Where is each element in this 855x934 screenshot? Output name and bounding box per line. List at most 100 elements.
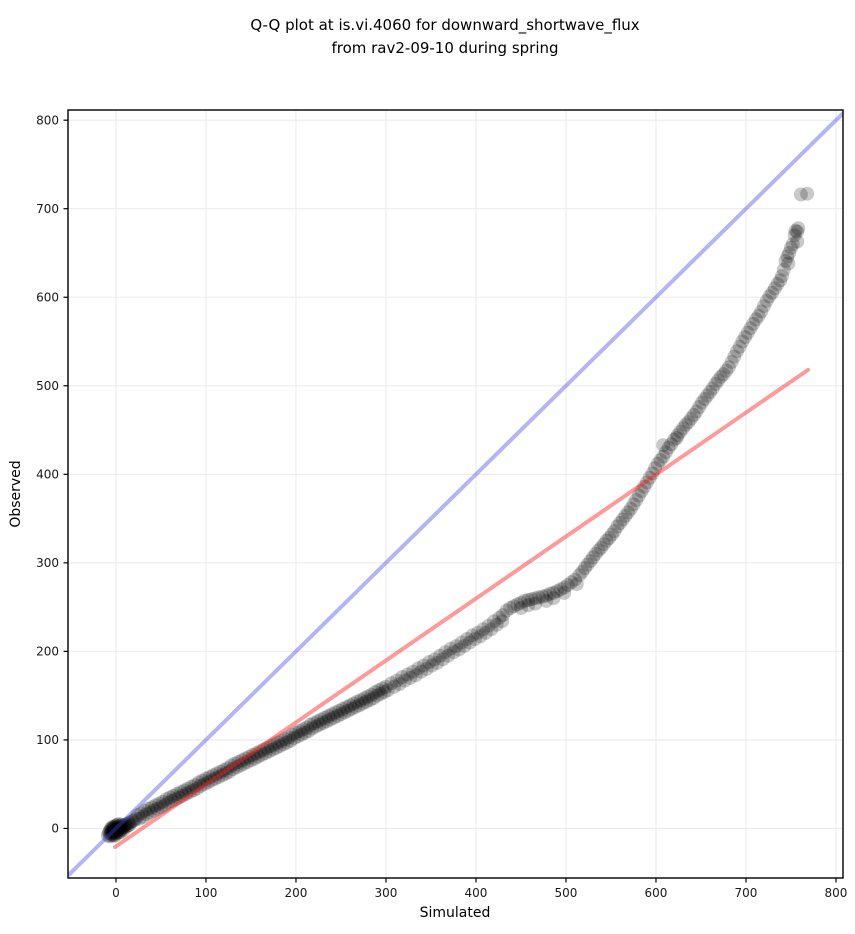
x-axis-title: Simulated (419, 905, 491, 921)
scatter-point (361, 689, 375, 704)
scatter-point (335, 701, 350, 716)
scatter-point (667, 432, 681, 447)
scatter-point (265, 742, 280, 757)
scatter-point (317, 710, 332, 725)
scatter-point (362, 693, 377, 708)
scatter-point (499, 603, 514, 618)
scatter-point (604, 527, 619, 542)
scatter-point (114, 822, 129, 837)
scatter-point (114, 817, 129, 832)
scatter-point (102, 829, 117, 844)
scatter-point (245, 747, 260, 762)
scatter-point (109, 818, 123, 833)
scatter-point (748, 312, 763, 327)
scatter-point (269, 740, 284, 755)
scatter-point (411, 661, 426, 676)
scatter-point (368, 685, 383, 700)
chart-title-line1: Q-Q plot at is.vi.4060 for downward_shor… (250, 16, 640, 34)
scatter-point (141, 801, 156, 816)
scatter-point (379, 679, 393, 694)
scatter-point (272, 739, 287, 754)
scatter-point (521, 598, 536, 613)
scatter-point (460, 632, 474, 646)
scatter-point (211, 770, 226, 785)
scatter-point (108, 820, 123, 835)
scatter-point (686, 408, 701, 422)
scatter-point (202, 770, 217, 785)
scatter-point (170, 786, 185, 801)
scatter-point (181, 781, 195, 796)
scatter-point (575, 564, 590, 579)
scatter-point (569, 577, 584, 592)
scatter-point (694, 395, 709, 410)
scatter-point (101, 825, 116, 840)
scatter-point (168, 792, 183, 807)
x-tick-label: 400 (465, 886, 488, 900)
scatter-point (105, 819, 120, 834)
scatter-point (780, 249, 795, 264)
scatter-point (103, 826, 118, 841)
scatter-point (117, 820, 132, 835)
scatter-point (487, 614, 501, 629)
scatter-point (161, 795, 176, 810)
scatter-point (395, 670, 410, 684)
scatter-point (629, 493, 644, 507)
scatter-point (247, 751, 262, 766)
scatter-point (424, 658, 439, 673)
scatter-point (496, 608, 510, 623)
scatter-point (708, 377, 723, 391)
scatter-point (172, 790, 186, 805)
scatter-point (557, 585, 572, 600)
scatter-point (208, 771, 222, 786)
scatter-point (705, 381, 720, 396)
scatter-point (678, 417, 693, 432)
scatter-point (104, 828, 119, 843)
y-tick-label: 400 (36, 468, 59, 482)
scatter-point (276, 737, 291, 752)
scatter-point (392, 677, 407, 692)
scatter-point (222, 764, 237, 779)
scatter-point (746, 316, 761, 331)
scatter-point (104, 825, 119, 839)
scatter-point (724, 354, 739, 369)
scatter-point (427, 652, 442, 667)
scatter-point (384, 676, 399, 691)
scatter-point (738, 330, 753, 345)
scatter-point (535, 589, 550, 604)
chart-title: Q-Q plot at is.vi.4060 for downward_shor… (250, 14, 639, 60)
scatter-point (323, 712, 338, 727)
scatter-point (790, 234, 805, 249)
scatter-point (719, 363, 734, 378)
scatter-point (785, 237, 800, 252)
scatter-point (776, 262, 791, 277)
scatter-point (301, 724, 316, 738)
scatter-point (287, 731, 302, 746)
scatter-point (346, 696, 361, 711)
scatter-point (735, 334, 750, 349)
scatter-point (209, 766, 224, 781)
x-tick-label: 200 (285, 886, 308, 900)
scatter-point (260, 740, 275, 755)
scatter-point (164, 794, 179, 808)
scatter-point (481, 618, 496, 633)
scatter-point (359, 694, 374, 709)
scatter-point (319, 714, 334, 729)
scatter-point (107, 819, 122, 834)
scatter-point (465, 628, 480, 643)
scatter-point (553, 582, 568, 597)
scatter-point (227, 756, 242, 771)
scatter-point (451, 642, 466, 657)
scatter-point (206, 768, 221, 783)
scatter-point (560, 578, 575, 592)
scatter-point (106, 821, 121, 836)
scatter-point (110, 819, 125, 834)
scatter-point (656, 438, 671, 453)
scatter-point (233, 758, 248, 773)
scatter-point (623, 501, 638, 516)
scatter-point (528, 596, 543, 611)
scatter-points (100, 186, 815, 844)
scatter-point (332, 703, 347, 718)
scatter-point (403, 670, 418, 685)
scatter-point (703, 385, 717, 399)
scatter-point (125, 814, 140, 829)
